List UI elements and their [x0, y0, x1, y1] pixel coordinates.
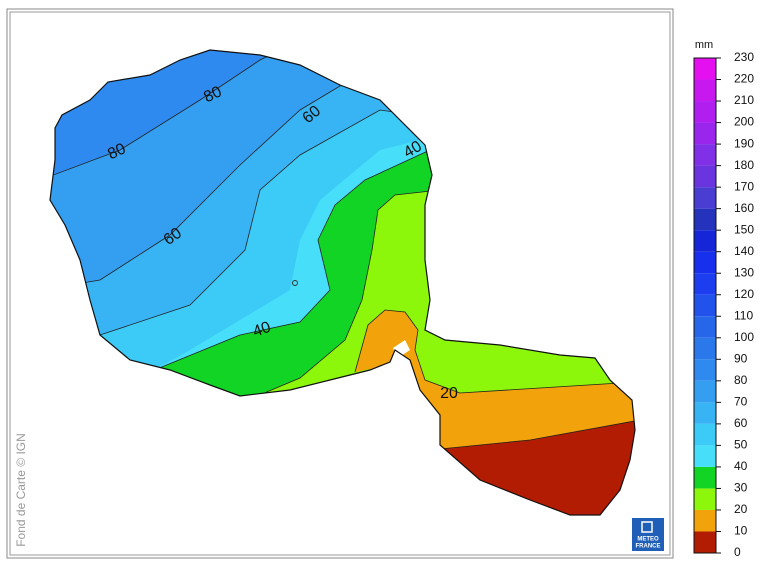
colorbar-frame	[693, 57, 717, 554]
colorbar-tick-label: 160	[734, 201, 754, 215]
colorbar-band	[694, 165, 716, 188]
colorbar-band	[694, 58, 716, 80]
colorbar-tick-label: 110	[734, 308, 753, 322]
colorbar-tick-label: 220	[734, 72, 754, 86]
contour-label: 40	[251, 319, 274, 341]
colorbar-band	[694, 466, 716, 489]
peak-marker	[292, 280, 298, 286]
contour-label: 20	[440, 385, 458, 402]
colorbar-tick-label: 210	[734, 93, 754, 107]
colorbar-band	[694, 423, 716, 446]
colorbar-tick-label: 90	[734, 351, 748, 365]
colorbar-band	[694, 337, 716, 360]
colorbar-tick-label: 120	[734, 287, 754, 301]
colorbar-tick-label: 150	[734, 222, 754, 236]
colorbar-tick-label: 140	[734, 244, 754, 258]
colorbar-tick-label: 230	[734, 50, 754, 64]
colorbar-tick-label: 70	[734, 395, 748, 409]
colorbar-tick-label: 100	[734, 330, 754, 344]
logo-text: FRANCE	[636, 544, 661, 550]
map-frame-outer	[6, 8, 674, 559]
map-frame-inner	[9, 11, 671, 556]
colorbar-tick-label: 30	[734, 481, 748, 495]
colorbar-tick-label: 60	[734, 416, 748, 430]
contour-label: 80	[201, 83, 224, 106]
colorbar-tick-label: 80	[734, 373, 748, 387]
contour-label: 40	[401, 138, 425, 162]
contour-line	[199, 189, 441, 421]
colorbar-band	[694, 230, 716, 252]
colorbar-band	[694, 294, 716, 317]
colorbar-band	[694, 509, 716, 532]
colorbar-band	[694, 445, 716, 467]
logo	[632, 518, 664, 551]
colorbar-band	[694, 122, 716, 145]
colorbar-band	[694, 380, 716, 403]
colorbar-tick-label: 50	[734, 438, 748, 452]
colorbar-tick-label: 170	[734, 179, 754, 193]
colorbar-tick-label: 0	[734, 545, 741, 559]
colorbar-band	[694, 488, 716, 510]
colorbar-tick-label: 200	[734, 115, 754, 129]
colorbar-band	[694, 316, 716, 338]
colorbar-band	[694, 359, 716, 381]
colorbar-band	[694, 273, 716, 295]
logo-text: METEO	[637, 537, 659, 543]
colorbar: 0 10 20 30 40 50 60 70 80 90 100 110 120 130 140 150 160…	[693, 50, 754, 559]
contour-label: 80	[105, 140, 128, 163]
colorbar-tick-label: 180	[734, 158, 754, 172]
colorbar-band	[694, 402, 716, 424]
colorbar-band	[694, 101, 716, 123]
colorbar-band	[694, 251, 716, 274]
contour-line	[50, 50, 321, 181]
island	[50, 50, 635, 515]
colorbar-band	[694, 144, 716, 166]
colorbar-tick-label: 10	[734, 524, 748, 538]
colorbar-tick-label: 190	[734, 136, 754, 150]
contour-line	[50, 109, 451, 341]
contour-line	[129, 149, 431, 381]
map-credit: Fond de Carte © IGN	[14, 433, 28, 547]
logo-icon	[641, 521, 653, 533]
colorbar-tick-label: 20	[734, 502, 748, 516]
colorbar-band	[694, 531, 716, 553]
contour-line	[354, 309, 635, 394]
colorbar-unit: mm	[695, 39, 713, 51]
colorbar-tick-label: 40	[734, 459, 748, 473]
colorbar-band	[694, 79, 716, 102]
colorbar-band	[694, 187, 716, 209]
colorbar-band	[694, 208, 716, 231]
contour-line	[429, 419, 635, 451]
colorbar-tick-label: 130	[734, 265, 754, 279]
